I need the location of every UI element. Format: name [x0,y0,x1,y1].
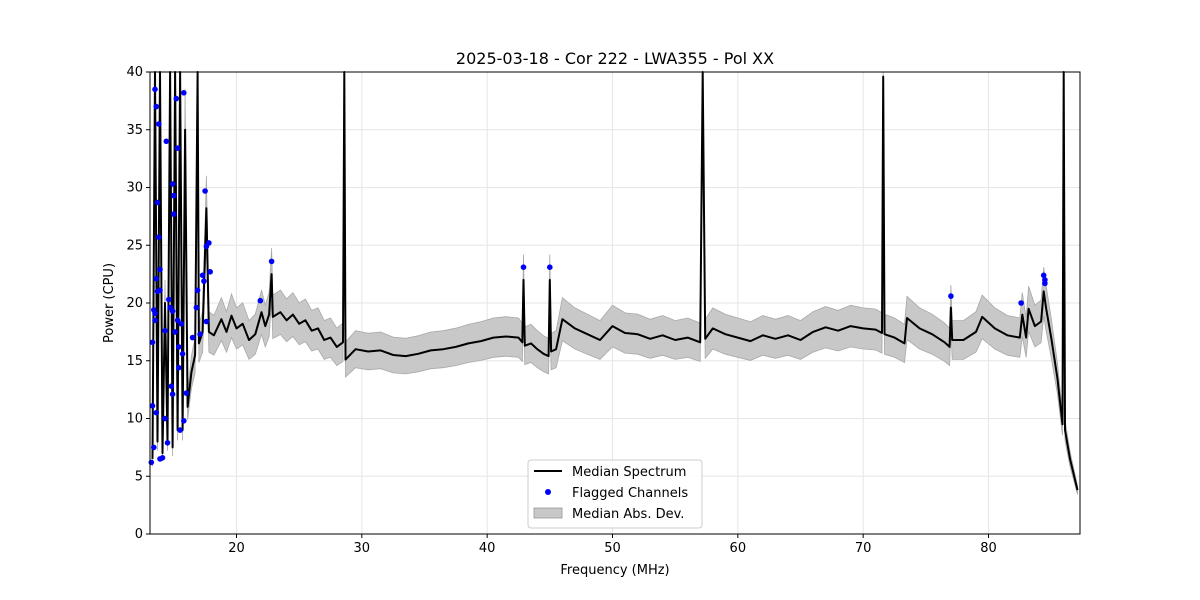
flagged-channel-point [152,317,158,324]
flagged-channel-point [202,188,208,194]
y-tick-label: 5 [135,469,143,484]
flagged-channel-point [257,297,264,304]
flagged-channel-point [169,391,176,398]
flagged-channel-point [156,234,162,240]
flagged-channel-point [152,86,158,93]
flagged-channel-point [197,331,203,338]
flagged-channel-point [1040,272,1047,279]
legend-frame [527,459,703,529]
flagged-channel-point [181,418,187,424]
y-tick-label: 30 [126,181,143,196]
flagged-channel-point [152,310,158,317]
flagged-channel-point [1018,300,1024,306]
legend: Median Spectrum Flagged Channels Median … [527,459,703,529]
flagged-channel-point [171,192,177,199]
flagged-channel-point [547,264,553,271]
y-tick-label: 0 [135,527,143,542]
flagged-channel-point [181,90,187,96]
flagged-channel-point [153,275,160,282]
x-tick-label: 50 [604,541,621,556]
x-axis-label: Frequency (MHz) [560,563,669,578]
flagged-channel-point [174,145,181,151]
y-tick-label: 20 [126,296,143,311]
median-spectrum-series [151,71,1079,491]
flagged-channel-point [520,264,527,271]
flagged-channel-point [189,334,196,341]
y-axis-label: Power (CPU) [102,263,117,343]
y-tick-label: 25 [126,238,143,253]
y-tick-label: 10 [126,412,143,427]
flagged-channel-point [179,351,186,357]
x-axis-ticks: 20 30 40 50 60 70 80 [228,534,997,556]
flagged-channel-point [148,459,155,466]
flagged-channel-point [157,266,163,273]
flagged-channel-point [178,321,185,327]
x-tick-label: 80 [980,541,997,556]
flagged-channel-point [159,455,166,461]
flagged-channel-point [1042,280,1048,287]
flagged-channel-point [201,278,207,284]
flagged-channel-point [156,121,162,127]
x-tick-label: 70 [855,541,872,556]
flagged-channel-point [168,383,175,390]
mad-band [152,71,1078,495]
flagged-channel-point [166,296,172,303]
y-tick-label: 15 [126,354,143,369]
chart-title: 2025-03-18 - Cor 222 - LWA355 - Pol XX [456,49,774,68]
x-tick-label: 30 [354,541,371,556]
flagged-channel-point [176,344,182,350]
flagged-channel-point [169,308,176,314]
flagged-channel-point [177,427,183,433]
flagged-channel-point [153,103,160,110]
y-tick-label: 35 [126,123,143,138]
flagged-channels-series [148,86,1048,466]
flagged-channel-point [172,329,178,335]
flagged-channel-point [183,390,190,396]
legend-label-flagged: Flagged Channels [572,486,688,501]
median-spectrum-line [151,71,1079,491]
flagged-channel-point [174,317,181,324]
x-tick-label: 20 [228,541,245,556]
flagged-channel-point [194,287,201,294]
flagged-channel-point [153,409,160,416]
flagged-channel-point [203,318,210,325]
flagged-channel-point [268,258,275,265]
flagged-channel-point [162,415,168,422]
flagged-channel-point [169,181,176,187]
flagged-channel-point [164,440,171,446]
flagged-channel-point [207,269,213,275]
flagged-channel-point [173,95,180,102]
x-tick-label: 60 [730,541,747,556]
flagged-channel-point [157,287,163,294]
legend-label-median: Median Spectrum [572,465,686,480]
flagged-channel-point [162,327,168,334]
flagged-channel-point [154,199,161,206]
flagged-channel-point [948,293,954,299]
y-tick-label: 40 [126,65,143,80]
flagged-channel-point [149,339,156,346]
flagged-channel-point [176,364,182,371]
legend-patch-swatch [533,507,563,519]
legend-dot-swatch [545,489,551,495]
flagged-channel-point [163,138,170,145]
flagged-channel-point [171,211,177,217]
flagged-channel-point [206,240,212,246]
flagged-channel-point [193,304,200,311]
legend-label-mad: Median Abs. Dev. [572,507,684,522]
flagged-channel-point [199,272,206,279]
flagged-channel-point [151,444,157,451]
y-axis-ticks: 0 5 10 15 20 25 30 35 40 [126,65,150,542]
x-tick-label: 40 [479,541,496,556]
flagged-channel-point [149,403,156,409]
mad-band-area [152,71,1078,495]
